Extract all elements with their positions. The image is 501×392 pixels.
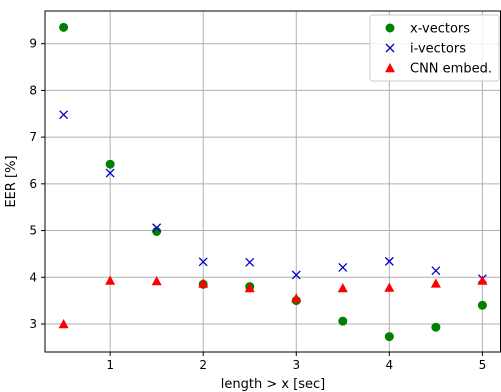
data-point (430, 278, 441, 288)
y-tick-label: 6 (29, 177, 37, 191)
data-point (59, 110, 69, 120)
data-point (291, 270, 301, 280)
y-tick-label: 8 (29, 83, 37, 97)
data-point (477, 275, 488, 285)
data-point (431, 322, 441, 332)
legend: x-vectors i-vectors CNN embed. (369, 14, 500, 82)
data-point (384, 256, 394, 266)
data-point (151, 275, 162, 286)
data-point (431, 266, 441, 276)
x-tick-label: 5 (479, 358, 487, 372)
data-point (245, 257, 255, 267)
data-point (338, 316, 348, 326)
x-axis-label: length > x [sec] (221, 377, 325, 392)
x-tick-label: 3 (292, 358, 300, 372)
x-tick-label: 1 (106, 358, 114, 372)
data-point (105, 168, 115, 178)
data-point (58, 318, 69, 329)
legend-label: CNN embed. (410, 62, 492, 77)
legend-marker (385, 43, 395, 53)
y-tick-label: 9 (29, 37, 37, 51)
series-x-vectors (59, 22, 487, 342)
data-point (338, 262, 348, 272)
data-point (384, 332, 394, 342)
data-point (291, 293, 302, 303)
data-point (198, 257, 208, 267)
legend-marker (385, 63, 395, 73)
data-marks (58, 22, 488, 342)
series-cnn-embed (58, 275, 488, 329)
data-point (152, 223, 162, 233)
y-tick-label: 3 (29, 317, 37, 331)
data-point (477, 300, 487, 310)
data-point (244, 283, 255, 293)
y-tick-label: 5 (29, 224, 37, 238)
x-tick-label: 4 (386, 358, 394, 372)
data-point (384, 282, 395, 292)
y-tick-label: 7 (29, 130, 37, 144)
data-point (198, 278, 209, 288)
legend-marker (385, 23, 395, 33)
axis-ticks: 1 2 3 4 5 3 4 5 6 7 8 9 (29, 37, 486, 372)
data-point (59, 22, 69, 32)
legend-label: i-vectors (410, 42, 466, 57)
data-point (105, 275, 116, 285)
data-point (105, 159, 115, 169)
series-i-vectors (59, 110, 487, 284)
grid (45, 11, 501, 352)
y-axis-label: EER [%] (4, 155, 19, 207)
legend-box (369, 14, 500, 82)
y-tick-label: 4 (29, 270, 37, 284)
data-point (337, 283, 348, 293)
legend-label: x-vectors (410, 22, 470, 37)
x-tick-label: 2 (199, 358, 207, 372)
